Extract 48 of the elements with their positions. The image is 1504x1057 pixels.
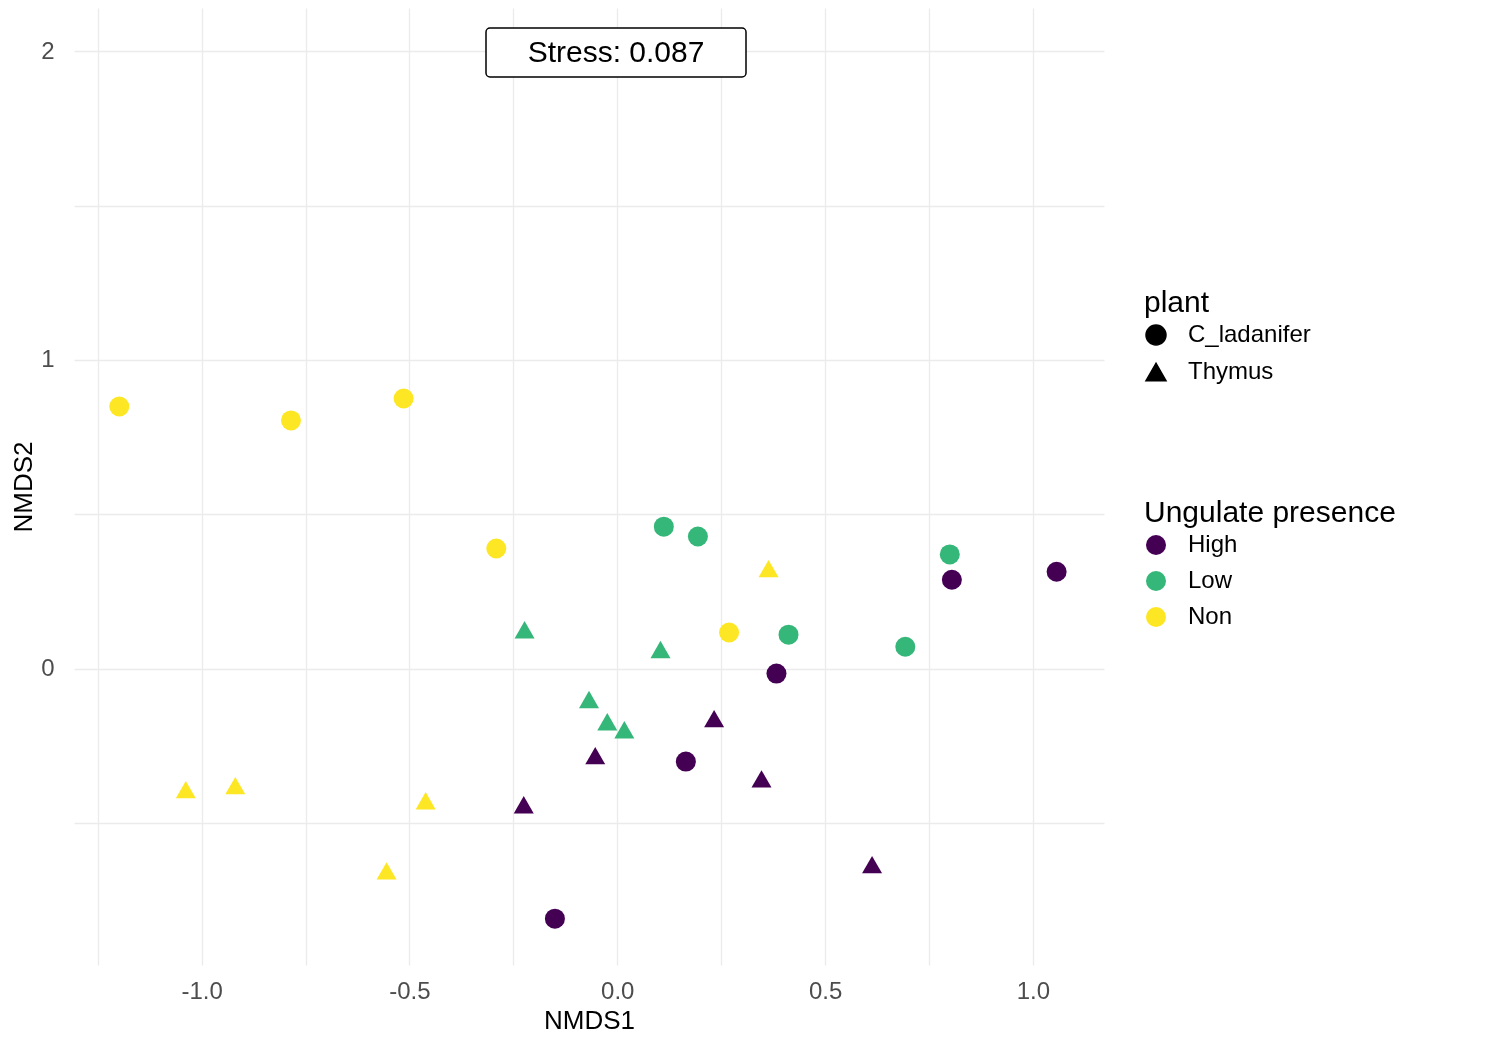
point [585,747,606,765]
point [675,751,696,772]
point [175,780,196,799]
annotation: Stress: 0.087 [527,35,705,68]
point [687,526,708,547]
x-tick-label: 0.5 [808,976,843,1004]
point [514,621,535,639]
y-tick-label: 2 [41,36,55,64]
point [895,636,916,657]
x-tick-label: -1.0 [181,976,223,1004]
point [1046,561,1067,582]
text: plant [1144,285,1210,318]
point [751,770,772,788]
point [376,862,397,880]
point [415,792,436,810]
point [393,388,414,409]
point [109,396,130,417]
legend-label: Low [1188,566,1233,593]
point [513,796,534,814]
point [941,569,962,590]
x-tick-label: 0.0 [601,976,635,1004]
point [939,544,960,565]
y-tick-label: 0 [41,654,55,682]
point [486,538,507,559]
x-tick-label: -0.5 [389,976,431,1004]
point [280,410,301,431]
text: Ungulate presence [1144,495,1396,528]
text: Thymus [1188,357,1274,384]
x-tick-label: 1.0 [1016,976,1051,1004]
point [650,640,671,659]
point [766,663,787,684]
point [758,559,779,578]
y-axis-title: NMDS2 [8,441,39,533]
legend-label: Non [1188,602,1233,629]
x-axis-title: NMDS1 [543,1004,636,1035]
y-tick-label: 1 [41,345,55,373]
point [653,516,674,537]
text: C_ladanifer [1188,320,1311,347]
point [579,690,599,709]
point [719,622,740,643]
point [704,709,725,728]
point [778,624,799,645]
point [597,713,618,731]
point [862,856,883,874]
legend-label: High [1188,530,1238,557]
point [614,721,635,739]
point [544,908,565,929]
point [225,776,246,795]
